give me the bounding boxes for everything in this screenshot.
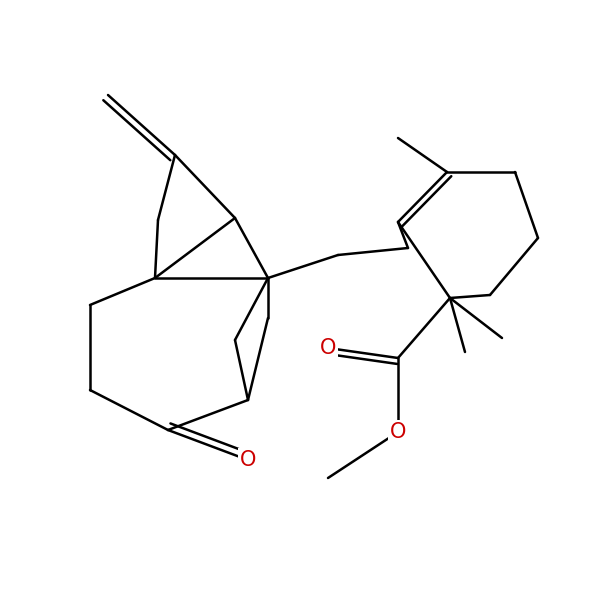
- Text: O: O: [240, 450, 256, 470]
- Text: O: O: [390, 422, 406, 442]
- Text: O: O: [320, 338, 336, 358]
